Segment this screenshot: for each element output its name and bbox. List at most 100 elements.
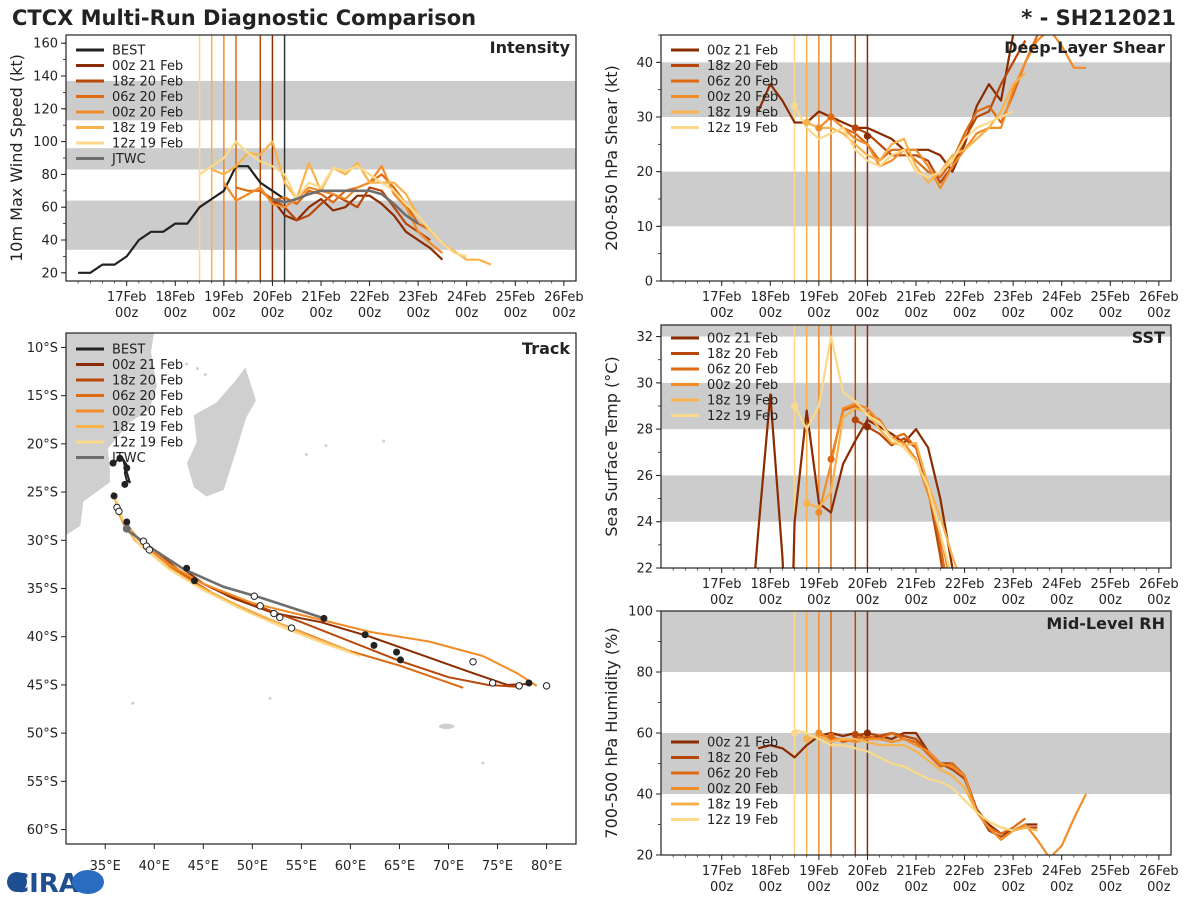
shear-series-18z-19-feb [806,72,1027,184]
shear-xtick-sublabel: 00z [904,306,928,321]
track-marker-filled [110,492,118,500]
sst-init-marker [863,423,872,431]
rh-ytick-label: 60 [636,727,653,742]
track-marker-filled [183,564,191,572]
shear-xtick-label: 26Feb [1139,290,1179,305]
rh-ylabel: 700-500 hPa Humidity (%) [602,627,621,838]
sst-panel-title: SST [1132,328,1165,347]
shear-series-12z-19-feb [793,105,1014,179]
intensity-legend-label: JTWC [111,152,146,167]
shear-band [661,62,1171,117]
shear-xtick-label: 25Feb [1091,290,1131,305]
sst-legend-label: 00z 21 Feb [707,332,778,347]
rh-xtick-sublabel: 00z [807,880,831,895]
track-marker-filled [370,641,378,649]
sst-init-marker [803,499,811,507]
sst-xtick-sublabel: 00z [807,593,831,608]
sst-ytick-label: 32 [636,330,653,345]
intensity-xtick-sublabel: 00z [358,306,382,321]
intensity-xtick-sublabel: 00z [552,306,576,321]
sst-xtick-label: 22Feb [945,577,985,592]
shear-init-marker [827,113,835,121]
track-marker-filled [361,631,369,639]
sst-init-marker [790,402,799,410]
sst-band [661,325,1171,337]
track-xtick-label: 75°E [482,859,513,874]
intensity-xtick-sublabel: 00z [164,306,188,321]
rh-ytick-label: 20 [636,849,653,864]
shear-xtick-label: 23Feb [993,290,1033,305]
shear-ytick-label: 10 [636,220,653,235]
sst-legend-label: 18z 19 Feb [707,394,778,409]
intensity-series-jtwc [272,189,419,225]
shear-xtick-sublabel: 00z [1147,306,1171,321]
intensity-ytick-label: 20 [41,266,58,281]
rh-legend-label: 00z 20 Feb [707,782,778,797]
intensity-panel-title: Intensity [490,38,571,57]
sst-xtick-label: 25Feb [1091,577,1131,592]
island [304,452,309,457]
sst-xtick-label: 24Feb [1042,577,1082,592]
island [184,361,189,366]
track-ytick-label: 15°S [27,389,58,404]
shear-series-18z-20-feb [854,39,1027,184]
shear-panel: 01020304017Feb00z18Feb00z19Feb00z20Feb00… [602,34,1179,321]
rh-xtick-label: 24Feb [1042,864,1082,879]
intensity-band [66,80,576,121]
rh-xtick-label: 17Feb [702,864,742,879]
island [480,760,485,766]
intensity-series-12z-19-feb [198,140,467,258]
intensity-band [66,200,576,250]
sst-xtick-sublabel: 00z [856,593,880,608]
best-track-marker [116,454,124,462]
shear-xtick-sublabel: 00z [807,306,831,321]
kerguelen-island [438,723,455,730]
track-marker-filled [190,577,198,585]
rh-xtick-label: 18Feb [751,864,791,879]
rh-xtick-label: 19Feb [799,864,839,879]
shear-xtick-label: 20Feb [848,290,888,305]
figure-title: CTCX Multi-Run Diagnostic Comparison [12,6,476,30]
sst-xtick-label: 18Feb [751,577,791,592]
intensity-xtick-label: 18Feb [156,290,196,305]
rh-ytick-label: 100 [628,605,653,620]
intensity-legend-label: 06z 20 Feb [112,90,183,105]
track-map-area [66,333,551,766]
sst-xtick-label: 21Feb [896,577,936,592]
intensity-legend-label: BEST [112,44,145,59]
africa-landmass [66,333,158,536]
intensity-xtick-label: 19Feb [204,290,244,305]
madagascar-landmass [186,366,257,498]
island [381,438,386,444]
sst-init-marker [851,416,859,424]
shear-xtick-sublabel: 00z [953,306,977,321]
shear-xtick-sublabel: 00z [856,306,880,321]
track-xtick-label: 55°E [286,859,317,874]
shear-xtick-sublabel: 00z [710,306,734,321]
shear-series-00z-21-feb [757,35,1015,173]
sst-init-marker [815,508,823,517]
track-ytick-label: 60°S [27,823,58,838]
shear-init-marker [863,132,872,140]
intensity-panel: 2040608010012014016017Feb00z18Feb00z19Fe… [7,34,584,321]
shear-legend-label: 06z 20 Feb [707,75,778,90]
shear-init-marker [851,124,859,132]
shear-init-marker [815,124,823,132]
shear-legend-label: 18z 19 Feb [707,106,778,121]
track-marker-open [542,682,551,690]
track-legend-label: 06z 20 Feb [112,389,183,404]
shear-ytick-label: 20 [636,165,653,180]
rh-legend-label: 00z 21 Feb [707,736,778,751]
track-legend-label: 12z 19 Feb [112,436,183,451]
rh-legend-label: 12z 19 Feb [707,813,778,828]
rh-xtick-sublabel: 00z [953,880,977,895]
intensity-ytick-label: 140 [33,70,58,85]
intensity-legend-label: 18z 19 Feb [112,121,183,136]
sst-band [661,382,1171,430]
sst-series-12z-19-feb [793,335,951,568]
sst-legend-label: 12z 19 Feb [707,409,778,424]
sst-ylabel: Sea Surface Temp (°C) [602,356,621,536]
